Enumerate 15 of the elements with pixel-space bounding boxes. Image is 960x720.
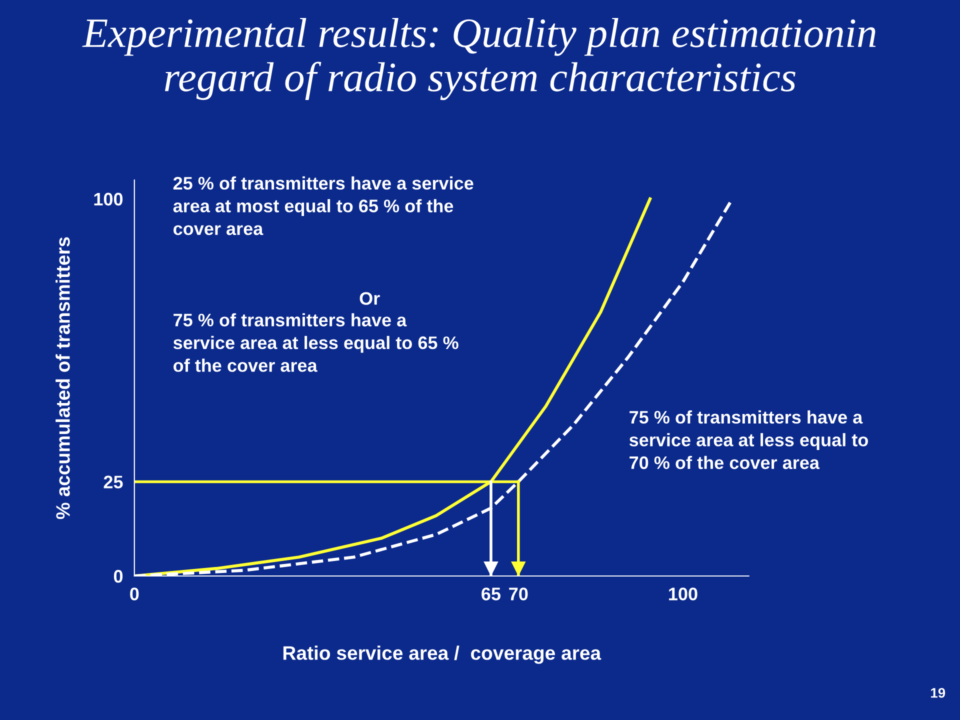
x-tick-label: 0 — [130, 588, 139, 600]
y-axis-title: % accumulated of transmitters — [56, 237, 70, 520]
y-tick-label: 0 — [114, 570, 123, 583]
text: 19 — [931, 688, 946, 698]
x-tick-label: 100 — [669, 588, 698, 600]
y-tick-label: 25 — [104, 476, 123, 488]
x-axis-title: Ratio service area / coverage area — [283, 646, 602, 664]
x-tick-label: 65 — [482, 588, 501, 600]
x-tick-label: 70 — [509, 588, 528, 600]
annotation: 25 % of transmitters have a service area at most equal to 65 % of the cover area — [173, 176, 474, 236]
annotation: 75 % of transmitters have a service area at less equal to 70 % of the cover area — [629, 410, 868, 470]
annotation: Or — [360, 292, 380, 305]
annotation: 75 % of transmitters have a service area at less equal to 65 % of the cover area — [173, 313, 458, 372]
chart-title: Experimental results: Quality plan estimationin regard of radio system characteristics — [82, 18, 876, 100]
y-tick-label: 100 — [94, 192, 123, 206]
